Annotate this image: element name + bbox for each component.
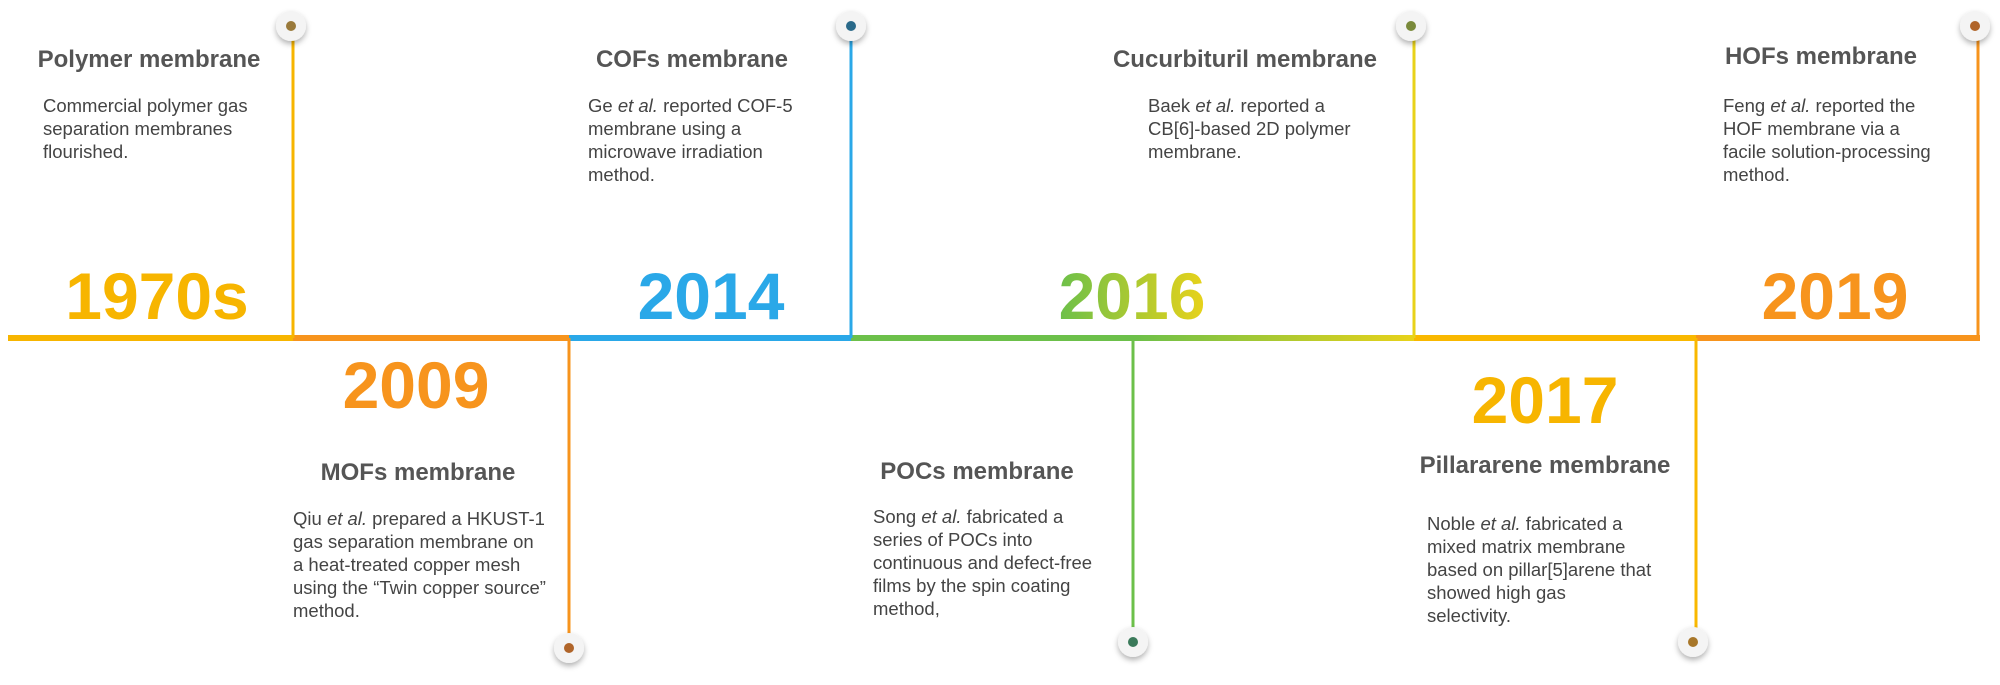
event-description: Baek et al. reported a CB[6]-based 2D po… bbox=[1148, 94, 1373, 163]
event-description: Ge et al. reported COF-5 membrane using … bbox=[588, 94, 818, 186]
event-title: POCs membrane bbox=[880, 458, 1074, 485]
description-text: et al. bbox=[1480, 513, 1521, 534]
markers bbox=[276, 11, 1990, 663]
year-label: 2019 bbox=[1761, 259, 1909, 333]
description-text: et al. bbox=[1770, 95, 1811, 116]
year-label: 2016 bbox=[1058, 259, 1206, 333]
event-title: Polymer membrane bbox=[37, 46, 261, 73]
event-description: Noble et al. fabricated a mixed matrix m… bbox=[1427, 512, 1652, 627]
description-text: et al. bbox=[1195, 95, 1236, 116]
description-text: et al. bbox=[617, 95, 658, 116]
description-text: et al. bbox=[326, 508, 368, 529]
event-title: MOFs membrane bbox=[320, 459, 516, 486]
description-text: Feng bbox=[1723, 95, 1771, 116]
description-text: reported COF-5 membrane using a microwav… bbox=[588, 95, 793, 185]
event-title: Cucurbituril membrane bbox=[1112, 46, 1378, 73]
description-text: reported a CB[6]-based 2D polymer membra… bbox=[1148, 95, 1351, 162]
description-text: Qiu bbox=[293, 508, 327, 529]
event-description: Song et al. fabricated a series of POCs … bbox=[873, 505, 1103, 620]
event-description: Qiu et al. prepared a HKUST-1 gas separa… bbox=[293, 507, 548, 622]
description-text: Commercial polymer gas separation membra… bbox=[43, 95, 248, 162]
event-title: COFs membrane bbox=[595, 46, 789, 73]
axis bbox=[8, 335, 1980, 341]
description-text: Baek bbox=[1148, 95, 1196, 116]
connectors bbox=[291, 26, 1980, 648]
description-text: prepared a HKUST-1 gas separation membra… bbox=[293, 508, 546, 621]
description-text: et al. bbox=[921, 506, 962, 527]
description-text: reported the HOF membrane via a facile s… bbox=[1723, 95, 1931, 185]
description-text: Ge bbox=[588, 95, 618, 116]
year-label: 1970s bbox=[65, 259, 249, 333]
year-label: 2014 bbox=[637, 259, 785, 333]
event-title: Pillararene membrane bbox=[1419, 452, 1671, 479]
year-label: 2009 bbox=[342, 348, 490, 422]
year-label: 2017 bbox=[1471, 363, 1619, 437]
event-title: HOFs membrane bbox=[1724, 43, 1918, 70]
description-text: fabricated a series of POCs into continu… bbox=[873, 506, 1093, 619]
event-description: Feng et al. reported the HOF membrane vi… bbox=[1723, 94, 1948, 186]
description-text: Noble bbox=[1427, 513, 1481, 534]
description-text: fabricated a mixed matrix membrane based… bbox=[1427, 513, 1652, 626]
event-description: Commercial polymer gas separation membra… bbox=[43, 94, 258, 163]
description-text: Song bbox=[873, 506, 922, 527]
